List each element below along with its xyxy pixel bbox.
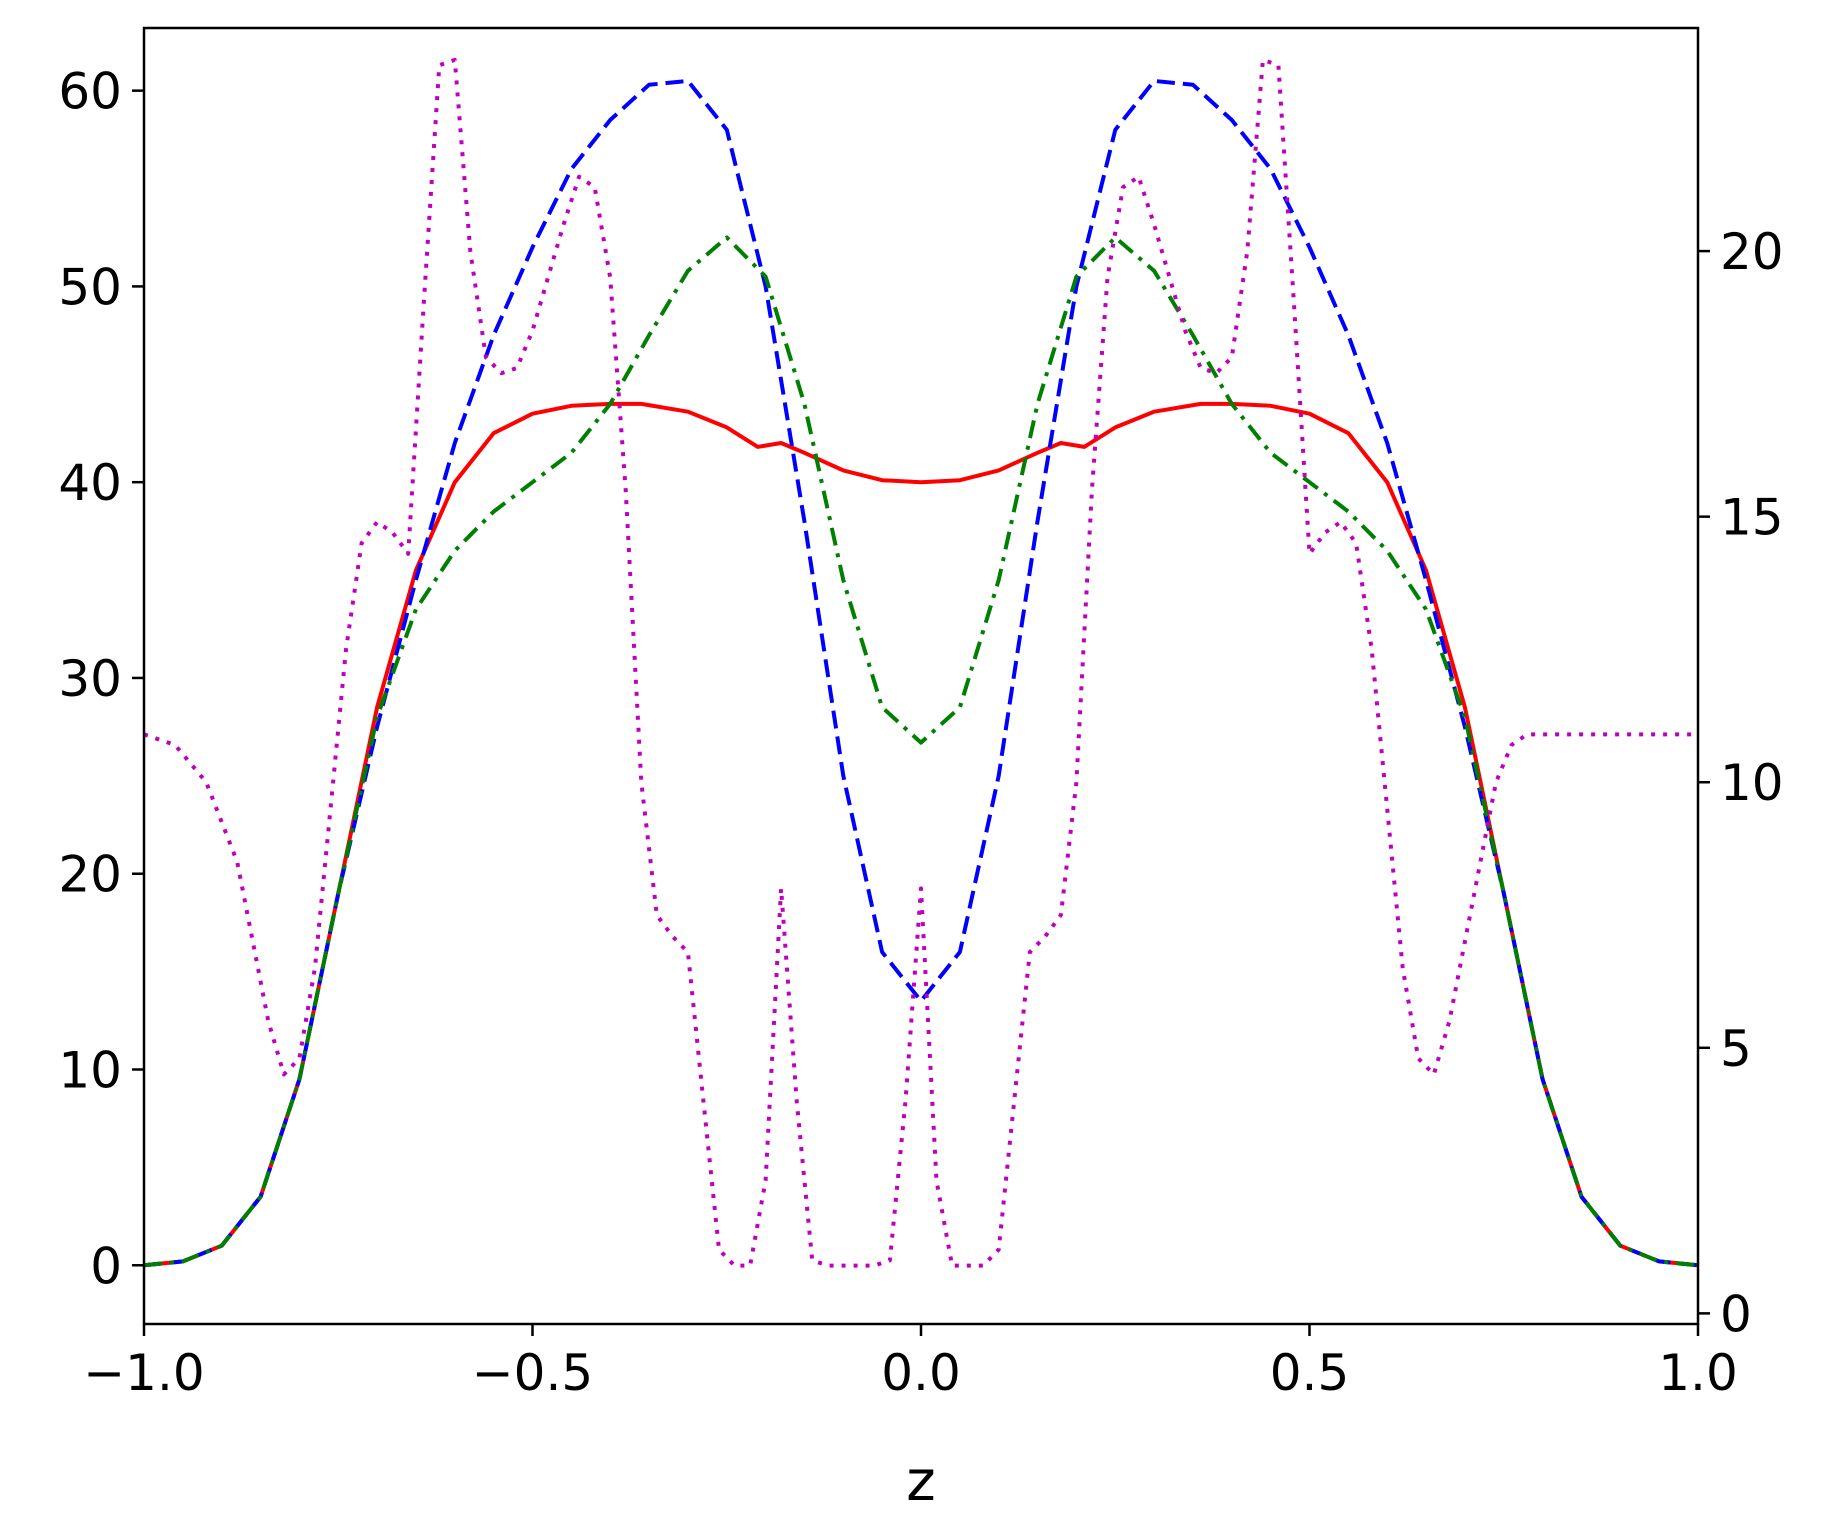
y2-tick-label: 0 [1720, 1285, 1752, 1343]
x-axis: −1.0 −0.5 0.0 0.5 1.0 [83, 1324, 1738, 1402]
x-tick-label: 0.0 [881, 1344, 961, 1402]
x-tick-label: 1.0 [1658, 1344, 1738, 1402]
y-tick-label: 40 [58, 454, 122, 512]
y-axis-left: 0 10 20 30 40 50 60 [58, 63, 144, 1295]
y-tick-label: 20 [58, 846, 122, 904]
x-axis-title: z [906, 1449, 935, 1514]
series-layer [144, 57, 1698, 1268]
series-line-3-dashdot [144, 235, 1698, 1268]
y-tick-label: 60 [58, 63, 122, 121]
series-line-1-solid [144, 401, 1698, 1268]
y-tick-label: 30 [58, 650, 122, 708]
y-tick-label: 10 [58, 1041, 122, 1099]
y2-tick-label: 15 [1720, 489, 1784, 547]
plot-frame [142, 26, 1700, 1326]
y2-tick-label: 20 [1720, 223, 1784, 281]
y2-tick-label: 5 [1720, 1020, 1752, 1078]
y-tick-label: 0 [90, 1237, 122, 1295]
series-line-2-dashed [144, 78, 1698, 1268]
series-line-4-dotted [144, 57, 1698, 1268]
x-tick-label: −0.5 [472, 1344, 593, 1402]
y2-tick-label: 10 [1720, 754, 1784, 812]
x-tick-label: 0.5 [1270, 1344, 1350, 1402]
y-tick-label: 50 [58, 258, 122, 316]
x-tick-label: −1.0 [83, 1344, 204, 1402]
y-axis-right: 0 5 10 15 20 [1698, 223, 1784, 1343]
